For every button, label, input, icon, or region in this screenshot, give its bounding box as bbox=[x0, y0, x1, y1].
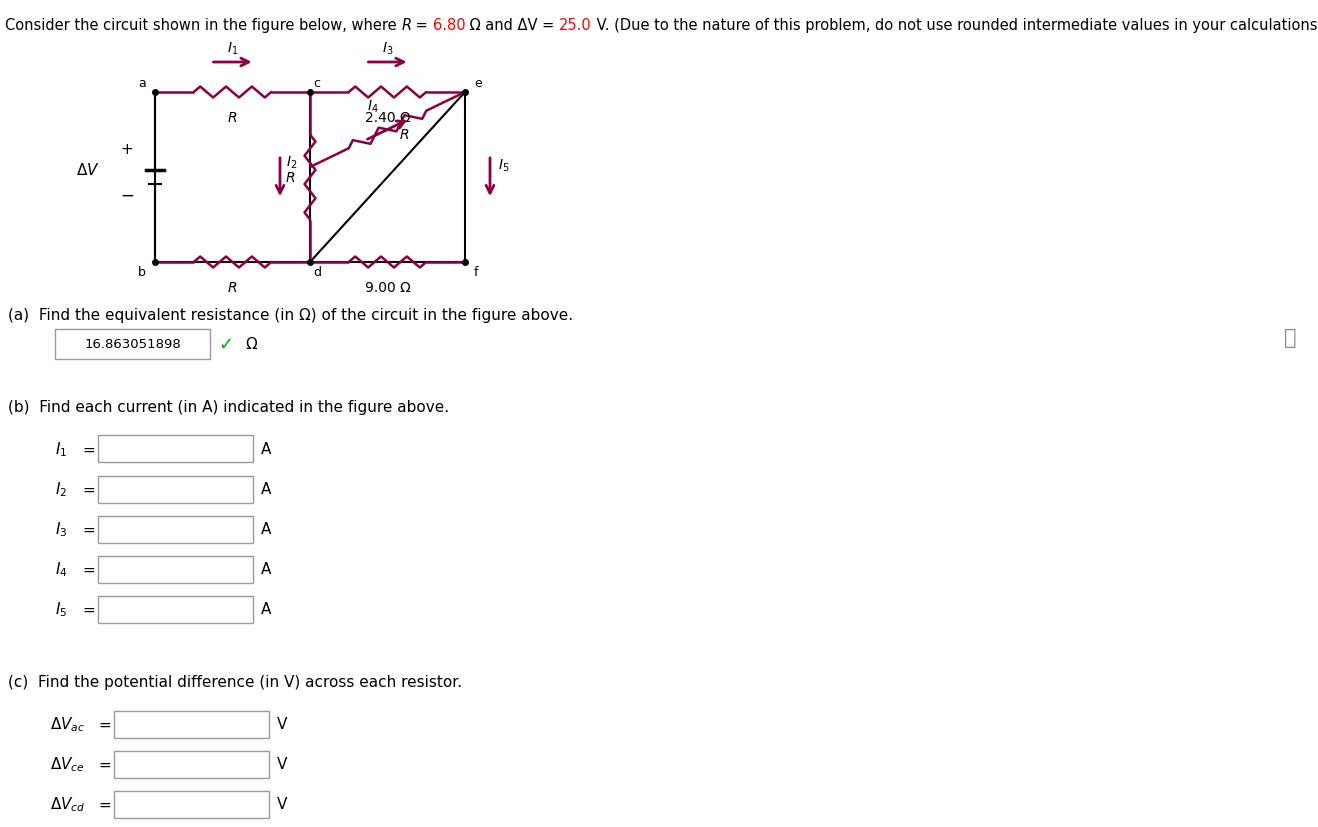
Text: (c)  Find the potential difference (in V) across each resistor.: (c) Find the potential difference (in V)… bbox=[8, 674, 463, 689]
FancyBboxPatch shape bbox=[113, 791, 269, 818]
FancyBboxPatch shape bbox=[98, 516, 253, 543]
Text: f: f bbox=[474, 265, 478, 279]
Text: V: V bbox=[277, 757, 287, 772]
Text: 2.40 Ω: 2.40 Ω bbox=[365, 111, 410, 125]
Text: d: d bbox=[312, 265, 322, 279]
Text: =: = bbox=[82, 562, 95, 576]
Text: 9.00 Ω: 9.00 Ω bbox=[365, 280, 410, 294]
Text: =: = bbox=[98, 757, 111, 772]
Text: Ω and ΔV =: Ω and ΔV = bbox=[465, 18, 559, 33]
Text: $\Delta V_{ac}$: $\Delta V_{ac}$ bbox=[50, 715, 86, 734]
Text: $I_4$: $I_4$ bbox=[55, 560, 67, 579]
Text: R: R bbox=[401, 18, 411, 33]
Text: ⓘ: ⓘ bbox=[1284, 327, 1296, 347]
Text: R: R bbox=[228, 111, 237, 125]
Text: V. (Due to the nature of this problem, do not use rounded intermediate values in: V. (Due to the nature of this problem, d… bbox=[592, 18, 1318, 33]
Text: A: A bbox=[261, 602, 272, 617]
Text: =: = bbox=[411, 18, 432, 33]
Text: $I_1$: $I_1$ bbox=[227, 41, 239, 57]
Text: b: b bbox=[138, 265, 146, 279]
Text: +: + bbox=[121, 142, 133, 157]
Text: 16.863051898: 16.863051898 bbox=[84, 338, 181, 351]
Text: $I_4$: $I_4$ bbox=[366, 99, 378, 115]
Text: $\Delta V_{cd}$: $\Delta V_{cd}$ bbox=[50, 795, 86, 814]
Text: R: R bbox=[399, 128, 409, 142]
FancyBboxPatch shape bbox=[55, 330, 210, 360]
Text: R: R bbox=[228, 280, 237, 294]
Text: A: A bbox=[261, 522, 272, 537]
Text: e: e bbox=[474, 77, 482, 90]
Text: =: = bbox=[98, 717, 111, 732]
Text: $I_5$: $I_5$ bbox=[498, 158, 510, 174]
Text: 25.0: 25.0 bbox=[559, 18, 592, 33]
Text: A: A bbox=[261, 442, 272, 457]
Text: $\Delta V$: $\Delta V$ bbox=[76, 162, 100, 178]
Text: V: V bbox=[277, 796, 287, 811]
Text: V: V bbox=[277, 717, 287, 732]
FancyBboxPatch shape bbox=[98, 436, 253, 463]
Text: $I_2$: $I_2$ bbox=[286, 155, 298, 171]
Text: (a)  Find the equivalent resistance (in Ω) of the circuit in the figure above.: (a) Find the equivalent resistance (in Ω… bbox=[8, 308, 573, 323]
Text: 6.80: 6.80 bbox=[432, 18, 465, 33]
Text: =: = bbox=[82, 482, 95, 497]
Text: $\Delta V_{ce}$: $\Delta V_{ce}$ bbox=[50, 755, 84, 773]
Text: A: A bbox=[261, 562, 272, 576]
FancyBboxPatch shape bbox=[98, 476, 253, 503]
Text: =: = bbox=[82, 522, 95, 537]
Text: Ω: Ω bbox=[245, 337, 257, 352]
Text: $I_1$: $I_1$ bbox=[55, 440, 67, 459]
FancyBboxPatch shape bbox=[113, 751, 269, 777]
Text: =: = bbox=[82, 602, 95, 617]
Text: =: = bbox=[82, 442, 95, 457]
FancyBboxPatch shape bbox=[98, 556, 253, 583]
Text: $I_5$: $I_5$ bbox=[55, 600, 67, 619]
Text: −: − bbox=[120, 187, 134, 205]
FancyBboxPatch shape bbox=[113, 710, 269, 738]
Text: =: = bbox=[98, 796, 111, 811]
Text: $I_3$: $I_3$ bbox=[55, 520, 67, 538]
Text: R: R bbox=[286, 171, 295, 184]
Text: (b)  Find each current (in A) indicated in the figure above.: (b) Find each current (in A) indicated i… bbox=[8, 399, 449, 414]
Text: c: c bbox=[312, 77, 320, 90]
Text: a: a bbox=[138, 77, 146, 90]
Text: $I_3$: $I_3$ bbox=[382, 41, 393, 57]
Text: A: A bbox=[261, 482, 272, 497]
Text: Consider the circuit shown in the figure below, where: Consider the circuit shown in the figure… bbox=[5, 18, 401, 33]
Text: $I_2$: $I_2$ bbox=[55, 480, 67, 499]
Text: ✓: ✓ bbox=[217, 336, 233, 354]
FancyBboxPatch shape bbox=[98, 595, 253, 623]
